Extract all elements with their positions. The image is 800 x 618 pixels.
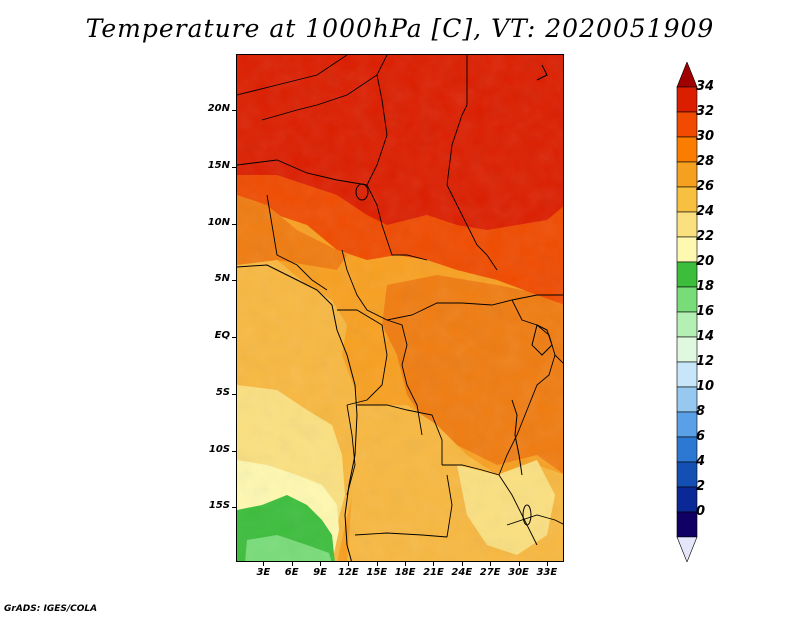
lon-tick-label: 18E: [394, 567, 416, 578]
colorbar-level-label: 22: [696, 229, 715, 244]
colorbar-level-label: 24: [696, 204, 715, 219]
lon-tick: [433, 562, 435, 566]
temperature-map: [236, 54, 564, 562]
lon-tick-label: 21E: [423, 567, 444, 578]
colorbar-swatch: [676, 436, 698, 463]
lon-tick-label: 6E: [284, 567, 299, 578]
colorbar-swatch: [676, 161, 698, 188]
lat-tick-label: 5N: [214, 273, 230, 285]
lon-tick: [518, 562, 520, 566]
lat-tick-label: EQ: [214, 330, 230, 341]
lat-tick: [232, 393, 236, 395]
colorbar-level-label: 28: [696, 154, 715, 169]
colorbar-swatch: [676, 261, 698, 288]
colorbar-swatch: [676, 286, 698, 313]
lat-tick: [232, 166, 236, 168]
lon-tick-label: 12E: [338, 567, 359, 578]
lat-tick-label: 15S: [208, 500, 230, 512]
lat-tick-label: 10N: [207, 216, 230, 228]
colorbar-swatch: [676, 361, 698, 388]
colorbar-svg: [676, 61, 698, 563]
colorbar-swatch: [676, 486, 698, 513]
grads-credit: GrADS: IGES/COLA: [4, 604, 98, 614]
colorbar-level-label: 12: [696, 354, 715, 369]
country-borders: [237, 55, 563, 546]
colorbar-level-label: 18: [696, 279, 715, 294]
colorbar-level-label: 34: [696, 79, 715, 94]
colorbar-level-label: 14: [696, 329, 715, 344]
colorbar-swatch: [676, 236, 698, 263]
colorbar-level-label: 8: [696, 404, 706, 419]
colorbar-swatch: [676, 136, 698, 163]
lon-tick-label: 24E: [451, 567, 473, 578]
colorbar-swatch: [676, 461, 698, 488]
colorbar-swatch: [676, 211, 698, 238]
colorbar-swatch: [676, 411, 698, 438]
lat-tick-label: 15N: [207, 159, 230, 171]
colorbar-swatch: [676, 311, 698, 338]
lakes: [355, 64, 553, 526]
lon-tick: [320, 562, 322, 566]
lat-tick: [232, 507, 236, 509]
colorbar-swatch: [676, 61, 698, 88]
lat-tick-label: 10S: [208, 443, 230, 455]
lon-tick-label: 3E: [256, 567, 271, 578]
colorbar-level-label: 4: [696, 454, 706, 469]
colorbar-swatch: [676, 336, 698, 363]
lat-tick: [232, 110, 236, 111]
colorbar-level-label: 0: [696, 504, 706, 519]
texture-overlay: [237, 55, 563, 561]
colorbar-level-label: 26: [696, 179, 715, 194]
colorbar-level-label: 32: [696, 104, 715, 119]
lon-tick-label: 30E: [508, 567, 529, 578]
colorbar-level-label: 2: [696, 479, 706, 494]
colorbar-level-label: 30: [696, 129, 715, 144]
colorbar-level-label: 10: [696, 379, 715, 394]
lat-tick-label: 5S: [215, 386, 230, 398]
colorbar-level-label: 20: [696, 254, 715, 269]
lon-tick: [546, 562, 548, 566]
colorbar: [676, 61, 698, 566]
lon-tick-label: 9E: [313, 567, 327, 578]
coastline: [237, 264, 358, 561]
map-svg: [237, 55, 563, 561]
lon-tick: [461, 562, 463, 566]
lon-tick-label: 15E: [366, 567, 388, 578]
colorbar-swatch: [676, 111, 698, 138]
lat-tick: [232, 337, 236, 338]
lon-tick-label: 33E: [536, 567, 558, 578]
colorbar-swatch: [676, 386, 698, 413]
lat-tick: [232, 280, 236, 282]
lat-tick-label: 20N: [207, 103, 230, 114]
lon-tick: [376, 562, 378, 566]
colorbar-level-label: 16: [696, 304, 715, 319]
lon-tick: [490, 562, 492, 566]
colorbar-swatch: [676, 511, 698, 538]
colorbar-swatch: [676, 186, 698, 213]
lon-tick: [291, 562, 293, 566]
lon-tick: [405, 562, 407, 566]
lon-tick: [348, 562, 350, 566]
lat-tick: [232, 450, 236, 452]
lon-tick-label: 27E: [479, 567, 501, 578]
plot-title: Temperature at 1000hPa [C], VT: 20200519…: [85, 14, 715, 43]
colorbar-swatch: [676, 536, 698, 563]
colorbar-level-label: 6: [696, 429, 706, 444]
lon-tick: [263, 562, 265, 566]
lat-tick: [232, 223, 236, 225]
colorbar-swatch: [676, 86, 698, 113]
